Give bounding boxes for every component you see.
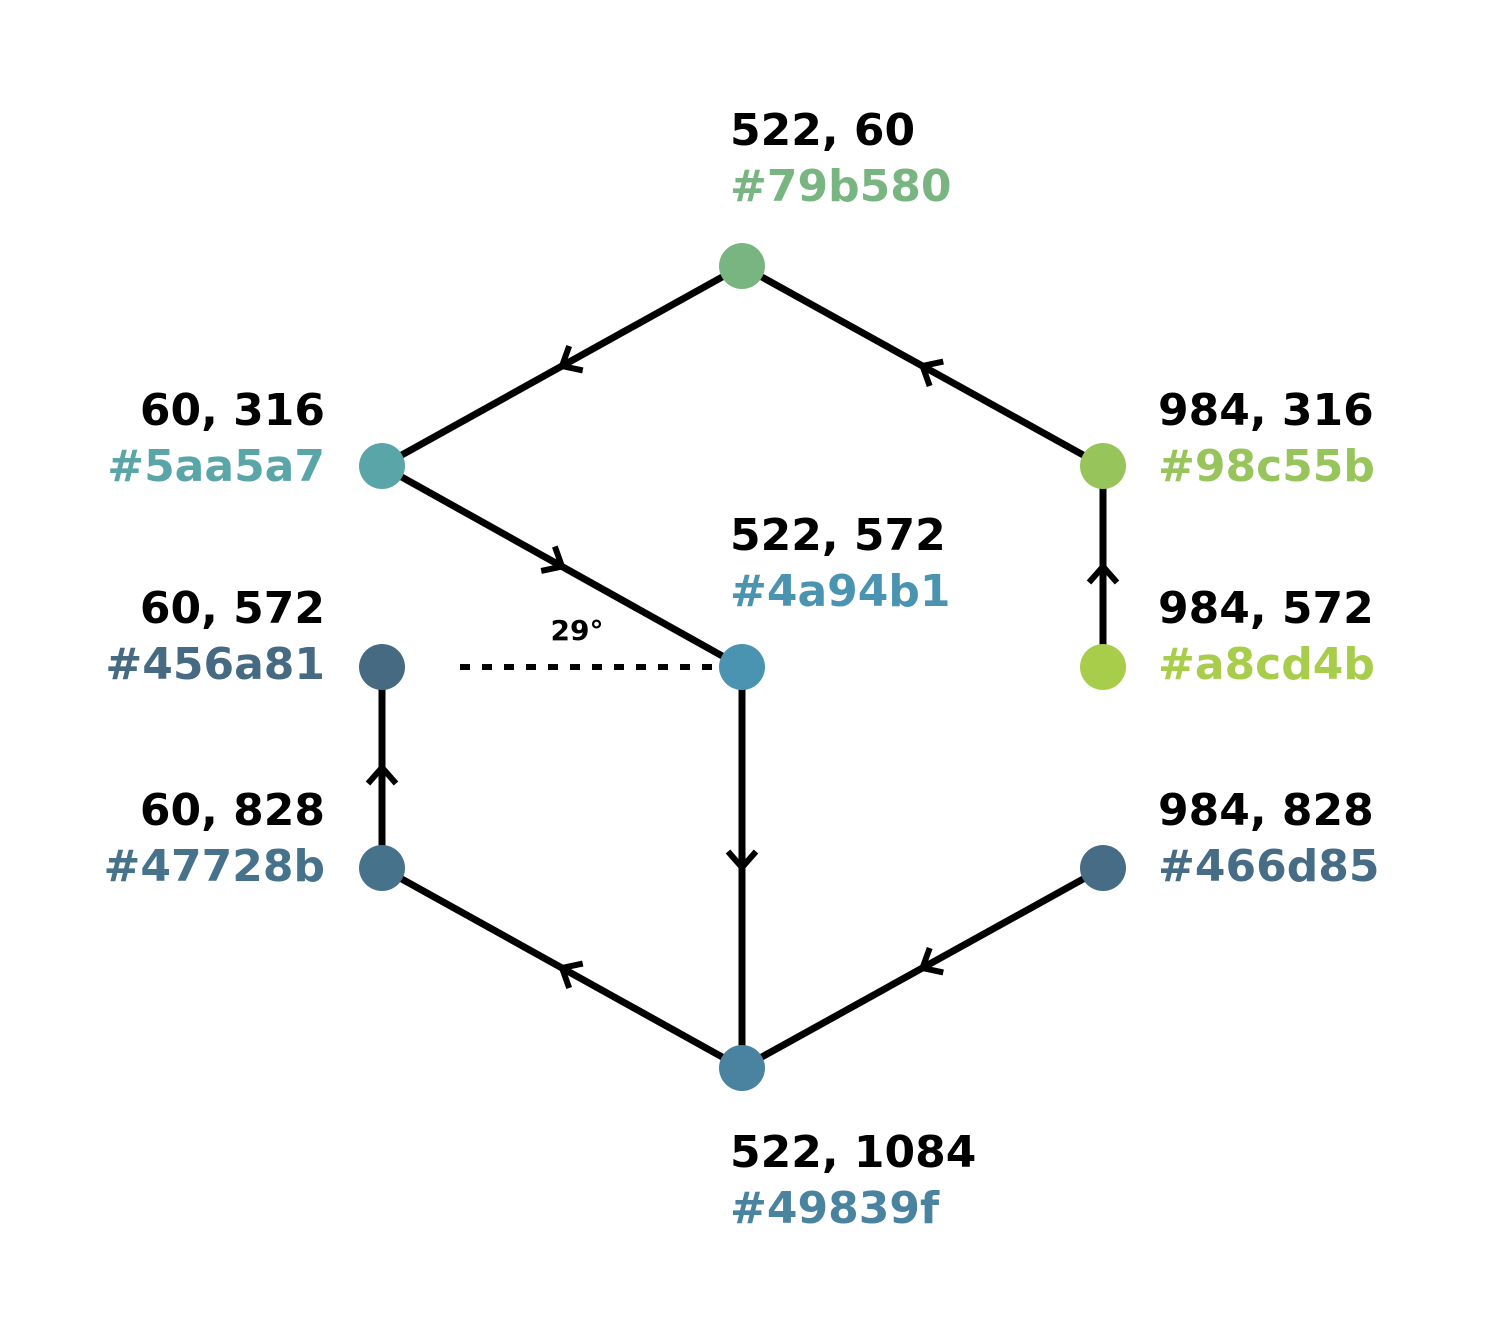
node-hex-label: #456a81	[105, 639, 325, 690]
labels-layer: 522, 60#79b580 60, 316#5aa5a7 984, 316#98c…	[104, 105, 1380, 1234]
node-hex-label: #4a94b1	[730, 566, 951, 617]
arrow-icon	[558, 960, 584, 990]
angle-label: 29°	[551, 614, 604, 647]
node-hex-label: #a8cd4b	[1158, 639, 1375, 690]
node-hex-label: #79b580	[730, 161, 951, 212]
node-hex-label: #5aa5a7	[107, 441, 325, 492]
arrow-icon	[365, 762, 399, 786]
node-coord-label: 60, 828	[140, 785, 325, 836]
node-n984-316	[1080, 443, 1126, 489]
node-n60-828	[359, 845, 405, 891]
node-n522-1084	[719, 1045, 765, 1091]
node-coord-label: 984, 572	[1158, 583, 1374, 634]
node-hex-label: #466d85	[1158, 841, 1379, 892]
node-coord-label: 522, 1084	[730, 1127, 976, 1178]
node-hex-label: #98c55b	[1158, 441, 1375, 492]
node-n522-572	[719, 644, 765, 690]
node-coord-label: 984, 828	[1158, 785, 1374, 836]
node-n60-316	[359, 443, 405, 489]
node-hex-label: #47728b	[104, 841, 325, 892]
node-coord-label: 522, 572	[730, 510, 946, 561]
arrow-icon	[918, 946, 944, 976]
arrow-icon	[540, 545, 566, 574]
arrow-icon	[725, 849, 759, 873]
node-coord-label: 60, 316	[140, 385, 325, 436]
arrow-icon	[1086, 561, 1120, 585]
node-coord-label: 984, 316	[1158, 385, 1374, 436]
arrow-icon	[558, 344, 584, 374]
nodes-layer	[359, 243, 1126, 1091]
edges-layer	[365, 262, 1120, 1072]
node-coord-label: 60, 572	[140, 583, 325, 634]
arrow-icon	[918, 358, 944, 388]
node-n984-828	[1080, 845, 1126, 891]
node-n984-572	[1080, 644, 1126, 690]
node-coord-label: 522, 60	[730, 105, 915, 156]
node-n522-60	[719, 243, 765, 289]
node-hex-label: #49839f	[730, 1183, 940, 1234]
node-n60-572	[359, 644, 405, 690]
